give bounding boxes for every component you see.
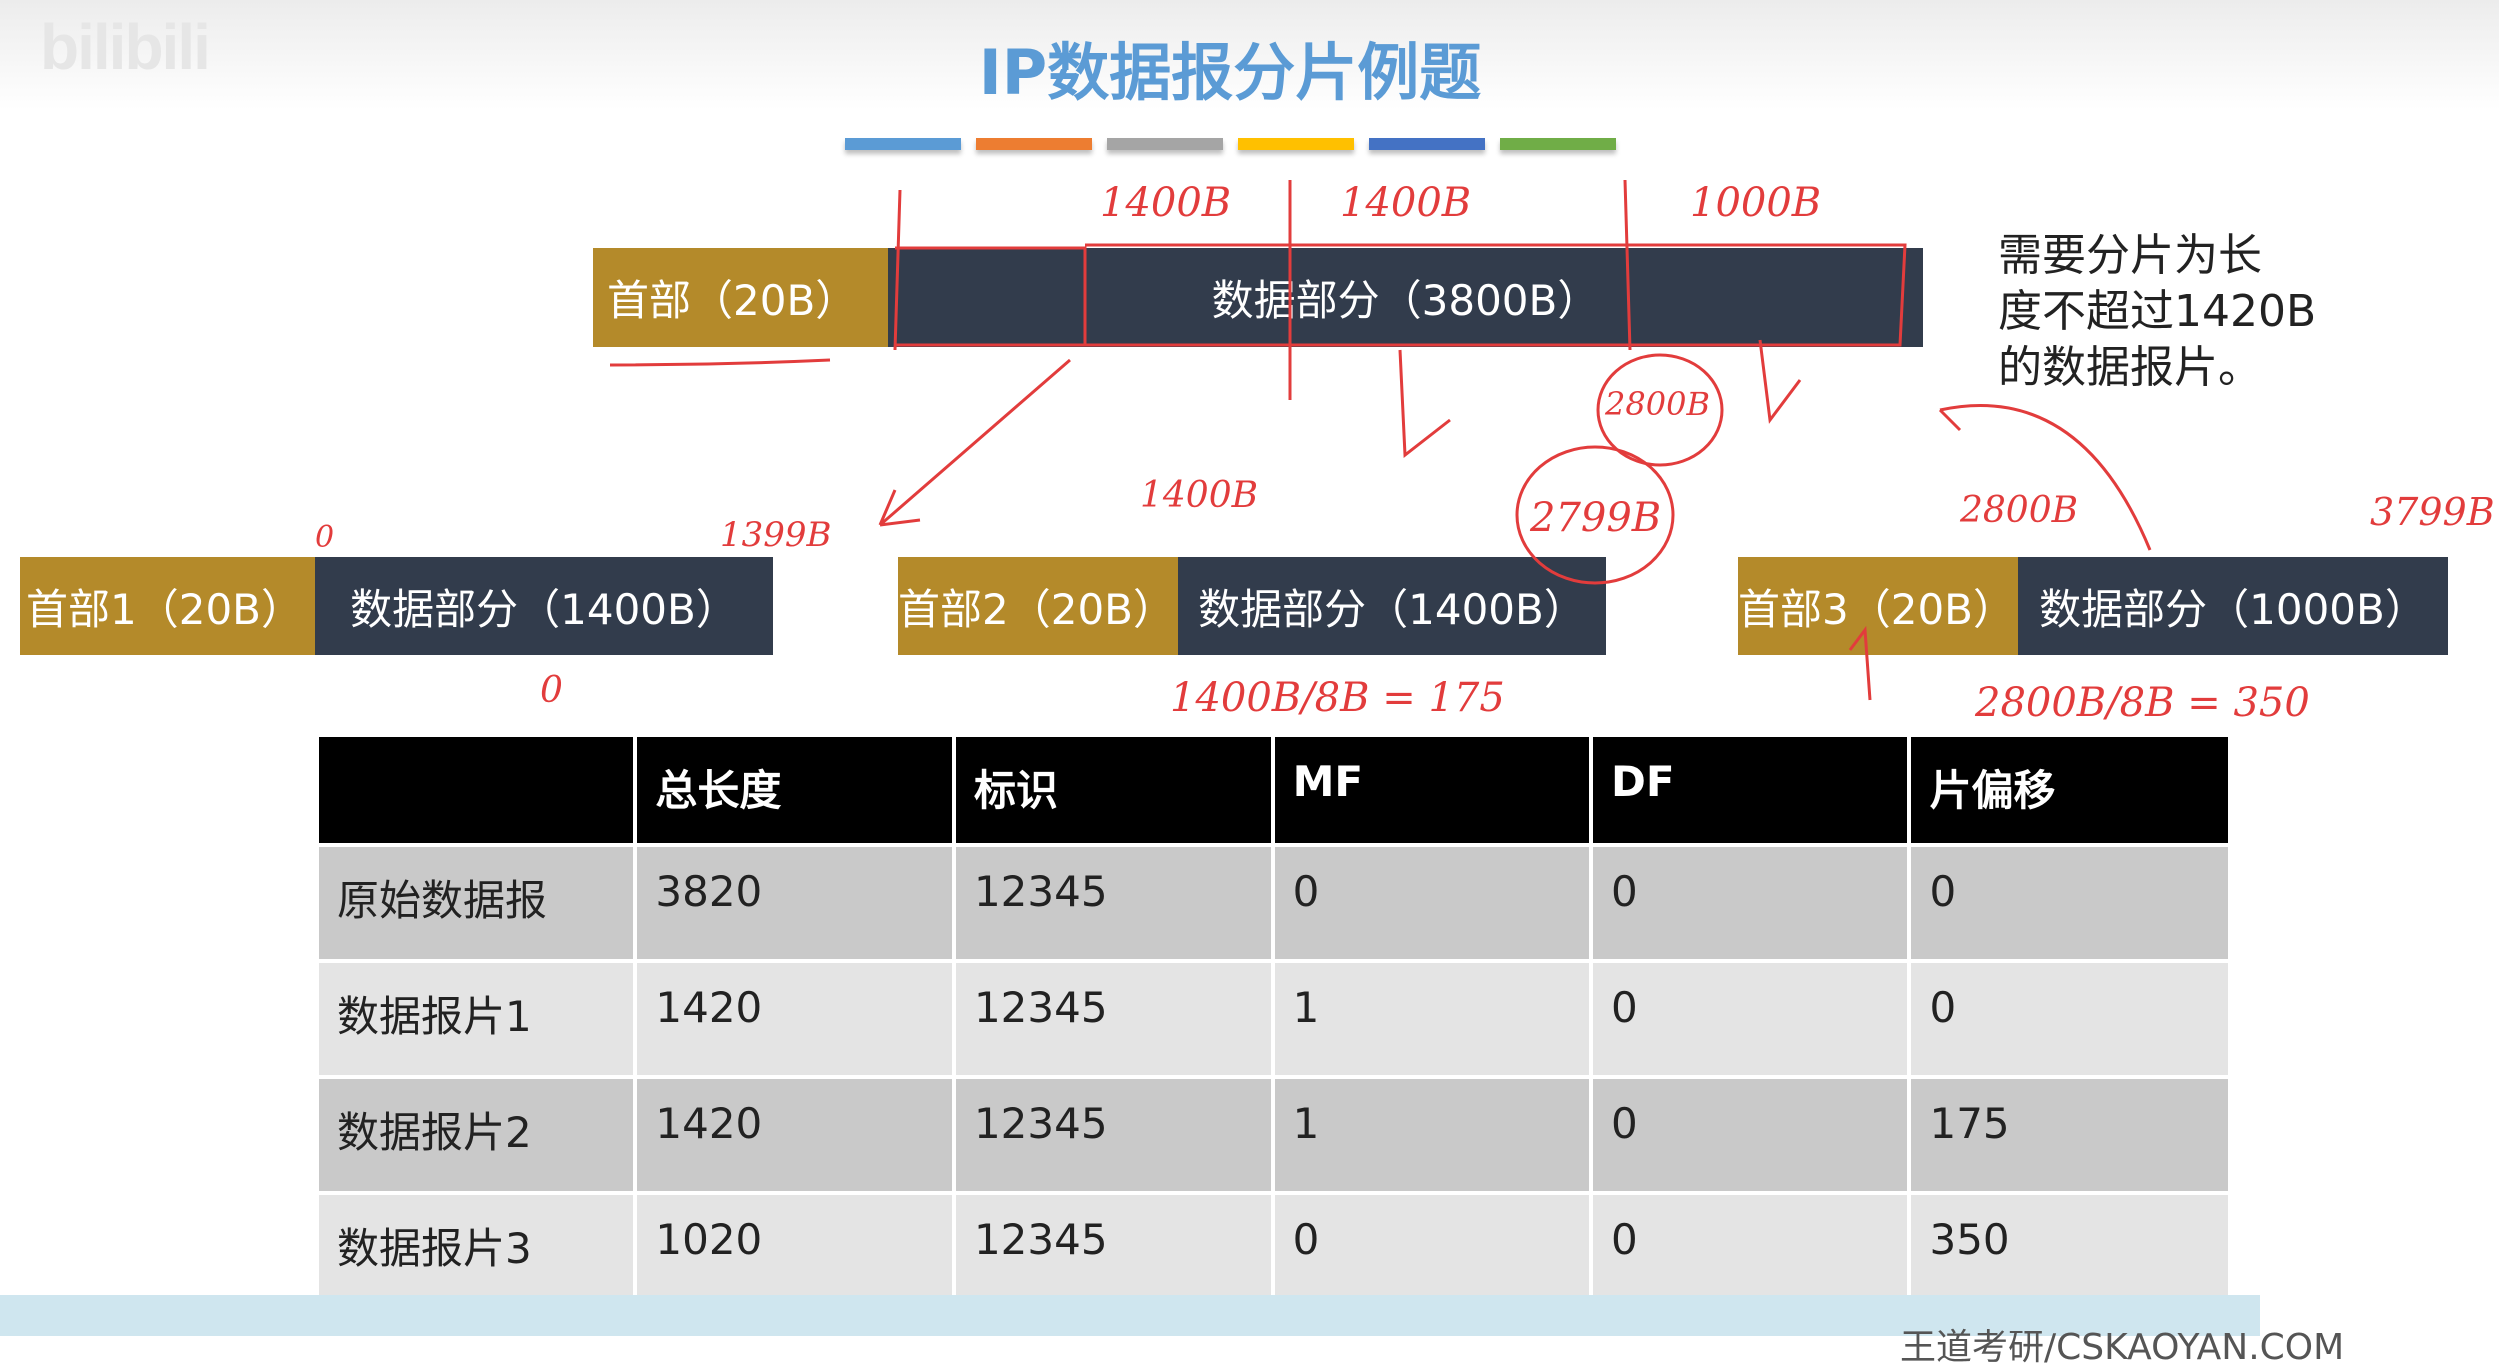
annotation: 2800B/8B = 350 xyxy=(1975,680,2310,726)
note-line: 需要分片为长 xyxy=(1998,230,2262,281)
table-cell: 3820 xyxy=(633,845,954,963)
ink-arrow xyxy=(1938,404,2152,551)
table-cell: 原始数据报 xyxy=(314,845,636,963)
accent-bar xyxy=(1238,138,1354,150)
accent-bar xyxy=(976,138,1092,150)
table-header-row: 总长度 标识 MF DF 片偏移 xyxy=(314,737,2228,847)
annotation: 2799B xyxy=(1530,495,1662,541)
ink-arrow xyxy=(878,358,1071,527)
footer-brand: 王道考研/CSKAOYAN.COM xyxy=(1900,1327,2345,1368)
table-cell: 0 xyxy=(1589,845,1910,963)
table-cell: 0 xyxy=(1907,961,2228,1079)
fragment2-data-box: 数据部分（1400B） xyxy=(1178,557,1606,655)
annotation: 1400B/8B = 175 xyxy=(1170,675,1505,721)
annotation: 1400B xyxy=(1340,180,1472,226)
slide-top-gradient xyxy=(0,0,2499,110)
table-header-cell: 片偏移 xyxy=(1907,737,2228,847)
ink-underline xyxy=(609,358,831,367)
annotation: 1400B xyxy=(1140,475,1259,516)
table-cell: 1 xyxy=(1270,961,1592,1079)
table-header-cell xyxy=(314,737,636,847)
handwritten-ink-strokes xyxy=(609,179,2152,701)
accent-bar xyxy=(1500,138,1616,150)
table-cell: 1420 xyxy=(633,1077,954,1195)
fragment3-header-box: 首部3（20B） xyxy=(1738,557,2018,655)
accent-bar xyxy=(845,138,961,150)
slide-title: IP数据报分片例题 xyxy=(978,36,1482,109)
ink-line xyxy=(1288,179,1632,400)
accent-bar xyxy=(1107,138,1223,150)
table-row: 数据报片1 1420 12345 1 0 0 xyxy=(314,961,2228,1079)
annotation: 0 xyxy=(315,520,335,555)
table-header-cell: 标识 xyxy=(951,737,1273,847)
note-line: 度不超过1420B xyxy=(1998,286,2317,337)
table-header-cell: 总长度 xyxy=(633,737,954,847)
table-cell: 0 xyxy=(1270,845,1592,963)
fragment1-header-box: 首部1（20B） xyxy=(20,557,315,655)
table-cell: 12345 xyxy=(951,1193,1273,1311)
ink-circle xyxy=(1596,353,1724,467)
annotation: 1400B xyxy=(1100,180,1232,226)
note-line: 的数据报片。 xyxy=(1998,342,2262,393)
table-row: 数据报片2 1420 12345 1 0 175 xyxy=(314,1077,2228,1195)
table-cell: 175 xyxy=(1907,1077,2228,1195)
requirement-note: 需要分片为长 度不超过1420B 的数据报片。 xyxy=(1998,228,2338,396)
accent-bar xyxy=(1369,138,1485,150)
ink-bracket xyxy=(893,189,1087,351)
table-row: 原始数据报 3820 12345 0 0 0 xyxy=(314,845,2228,963)
fragment-table: 总长度 标识 MF DF 片偏移 原始数据报 3820 12345 0 0 0 数据报片1… xyxy=(314,737,2228,1311)
annotation: 1000B xyxy=(1690,180,1822,226)
ink-arrow xyxy=(1848,625,1872,701)
table-cell: 12345 xyxy=(951,1077,1273,1195)
ink-bracket xyxy=(1085,243,1907,347)
table-cell: 0 xyxy=(1907,845,2228,963)
table-cell: 1020 xyxy=(633,1193,954,1311)
annotation: 3799B xyxy=(2370,490,2495,534)
table-cell: 0 xyxy=(1270,1193,1592,1311)
table-cell: 数据报片3 xyxy=(314,1193,636,1311)
table-cell: 0 xyxy=(1589,1193,1910,1311)
annotation: 1399B xyxy=(720,515,832,555)
accent-bars xyxy=(845,138,1616,150)
table-cell: 0 xyxy=(1589,1077,1910,1195)
table-cell: 1420 xyxy=(633,961,954,1079)
annotation: 2800B xyxy=(1605,385,1710,423)
footer-wave xyxy=(0,1295,2260,1336)
table-cell: 350 xyxy=(1907,1193,2228,1311)
table-row: 数据报片3 1020 12345 0 0 350 xyxy=(314,1193,2228,1311)
annotation: 2800B xyxy=(1960,490,2079,531)
fragment2-header-box: 首部2（20B） xyxy=(898,557,1178,655)
table-header-cell: DF xyxy=(1589,737,1910,847)
table-cell: 0 xyxy=(1589,961,1910,1079)
bilibili-watermark: bilibili xyxy=(40,11,211,83)
table-cell: 12345 xyxy=(951,961,1273,1079)
table-cell: 数据报片1 xyxy=(314,961,636,1079)
original-data-box: 数据部分（3800B） xyxy=(888,248,1923,347)
ink-circle xyxy=(1515,445,1675,585)
ink-arrow xyxy=(1398,339,1802,458)
annotation: 0 xyxy=(540,670,563,711)
table-cell: 1 xyxy=(1270,1077,1592,1195)
fragment3-data-box: 数据部分（1000B） xyxy=(2018,557,2448,655)
original-header-box: 首部（20B） xyxy=(593,248,888,347)
fragment1-data-box: 数据部分（1400B） xyxy=(315,557,773,655)
table-cell: 数据报片2 xyxy=(314,1077,636,1195)
table-cell: 12345 xyxy=(951,845,1273,963)
table-header-cell: MF xyxy=(1270,737,1592,847)
